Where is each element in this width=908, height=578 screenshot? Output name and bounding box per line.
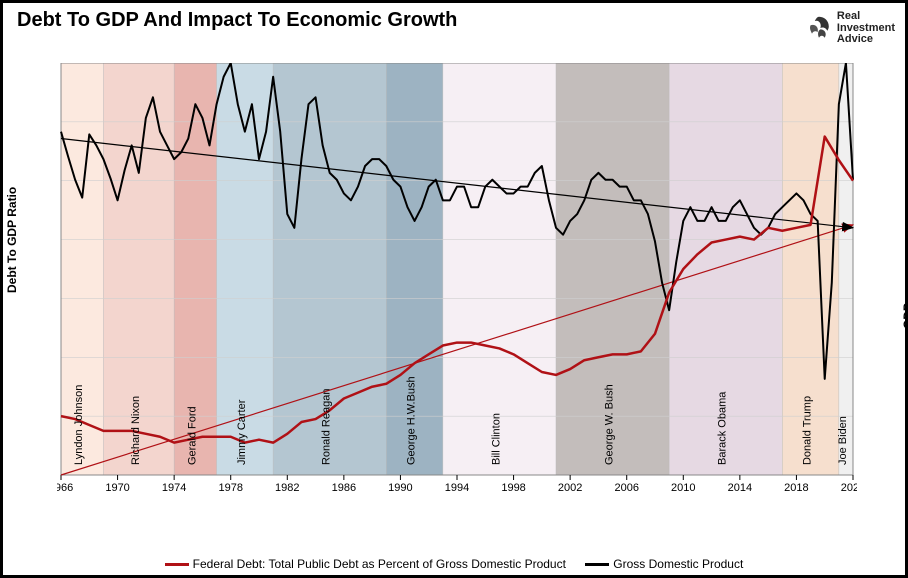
x-tick-label: 2010: [671, 482, 695, 494]
x-tick-label: 1990: [388, 482, 412, 494]
brand-icon: [805, 14, 833, 42]
x-tick-label: 1974: [162, 482, 186, 494]
x-tick-label: 1998: [501, 482, 525, 494]
x-tick-label: 2018: [784, 482, 808, 494]
legend-item-debt: Federal Debt: Total Public Debt as Perce…: [165, 557, 566, 571]
legend-swatch-debt: [165, 563, 189, 566]
x-tick-label: 2022: [841, 482, 857, 494]
x-tick-label: 1966: [57, 482, 73, 494]
president-label: George H.W.Bush: [406, 376, 418, 465]
president-label: Richard Nixon: [130, 396, 142, 465]
president-label: Jimmy Carter: [236, 399, 248, 465]
legend-item-gdp: Gross Domestic Product: [585, 557, 743, 571]
president-label: Donald Trump: [802, 396, 814, 465]
x-tick-label: 2002: [558, 482, 582, 494]
chart-title: Debt To GDP And Impact To Economic Growt…: [17, 9, 457, 32]
x-tick-label: 1994: [445, 482, 469, 494]
chart-container: Debt To GDP And Impact To Economic Growt…: [0, 0, 908, 578]
x-tick-label: 1970: [105, 482, 129, 494]
legend-label-debt: Federal Debt: Total Public Debt as Perce…: [193, 557, 566, 571]
x-tick-label: 2006: [614, 482, 638, 494]
y-axis-left-label: Debt To GDP Ratio: [5, 187, 19, 293]
x-tick-label: 1978: [218, 482, 242, 494]
brand-text: RealInvestmentAdvice: [837, 11, 895, 46]
x-tick-label: 1982: [275, 482, 299, 494]
president-label: Ronald Reagan: [321, 389, 333, 465]
president-label: Gerald Ford: [186, 406, 198, 465]
legend: Federal Debt: Total Public Debt as Perce…: [3, 555, 905, 572]
legend-swatch-gdp: [585, 563, 609, 566]
president-label: George W. Bush: [604, 384, 616, 465]
y-axis-right-label: GDP: [901, 303, 908, 329]
legend-label-gdp: Gross Domestic Product: [613, 557, 743, 571]
president-label: Joe Biden: [837, 416, 849, 465]
brand-logo: RealInvestmentAdvice: [805, 11, 895, 46]
x-tick-label: 1986: [332, 482, 356, 494]
president-label: Barack Obama: [717, 391, 729, 465]
plot-svg: 1966 1970 1974 1978 1982 1986 1990 1994 1998 2002…: [57, 63, 857, 523]
president-label: Lyndon Johnson: [73, 385, 85, 465]
president-band: [839, 63, 853, 475]
x-tick-label: 2014: [728, 482, 752, 494]
president-label: Bill Clinton: [490, 413, 502, 465]
plot-area: 1966 1970 1974 1978 1982 1986 1990 1994 1998 2002…: [57, 63, 857, 523]
